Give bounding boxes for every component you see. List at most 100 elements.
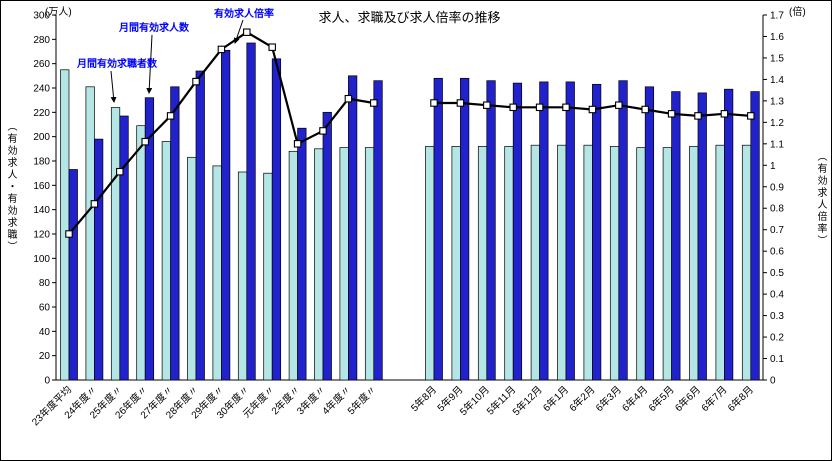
- bar-openings: [221, 49, 231, 381]
- left-axis-unit: (万人): [45, 7, 72, 18]
- right-tick-label: 1.4: [770, 75, 784, 86]
- bar-openings: [322, 111, 332, 381]
- ratio-marker: [483, 101, 491, 109]
- x-category-label: 5年度〃: [345, 383, 379, 417]
- ratio-marker: [456, 99, 465, 107]
- ratio-marker: [562, 103, 570, 112]
- bar-seekers: [288, 150, 298, 381]
- annotation-label: 月間有効求人数: [118, 21, 190, 34]
- bar-seekers: [60, 69, 70, 381]
- bar-openings: [724, 88, 734, 381]
- left-tick-label: 80: [39, 278, 51, 289]
- bar-seekers: [314, 148, 324, 381]
- bar-openings: [348, 75, 358, 381]
- ratio-marker: [243, 28, 251, 36]
- bar-openings: [94, 138, 104, 381]
- bar-seekers: [161, 141, 171, 381]
- left-tick-label: 20: [39, 351, 51, 362]
- bar-seekers: [636, 147, 646, 381]
- bar-seekers: [187, 156, 197, 381]
- bar-seekers: [85, 86, 95, 381]
- annotation-label: 有効求人倍率: [214, 7, 274, 20]
- right-tick-label: 0.1: [770, 354, 784, 365]
- bar-openings: [373, 80, 383, 381]
- ratio-marker: [641, 105, 649, 114]
- x-category-label: 6年5月: [646, 383, 677, 414]
- bar-openings: [246, 42, 256, 381]
- ratio-marker: [370, 99, 378, 107]
- ratio-marker: [615, 101, 623, 109]
- bar-seekers: [110, 107, 121, 381]
- left-tick-label: 240: [33, 84, 50, 95]
- left-tick-label: 40: [39, 327, 51, 338]
- left-axis-label: （有効求人・有効求職）: [5, 121, 16, 253]
- left-tick-label: 200: [33, 132, 50, 143]
- bar-openings: [460, 77, 470, 381]
- ratio-marker: [141, 137, 149, 146]
- right-tick-label: 0.3: [770, 311, 784, 322]
- right-axis-label: （有効求人倍率）: [815, 151, 826, 247]
- right-tick-label: 0: [770, 376, 776, 387]
- bar-seekers: [741, 144, 752, 381]
- right-tick-label: 0.5: [770, 268, 784, 279]
- bar-openings: [297, 127, 307, 381]
- bar-seekers: [662, 147, 672, 381]
- right-tick-label: 0.9: [770, 182, 784, 193]
- right-tick-label: 0.4: [770, 290, 784, 301]
- ratio-marker: [720, 110, 729, 118]
- right-tick-label: 1.2: [770, 118, 784, 129]
- x-category-label: 23年度平均: [29, 383, 74, 428]
- ratio-marker: [694, 112, 702, 120]
- bar-openings: [512, 82, 523, 381]
- bar-openings: [671, 91, 681, 381]
- bar-seekers: [530, 144, 540, 381]
- bar-openings: [750, 91, 760, 381]
- bar-seekers: [609, 146, 620, 381]
- ratio-marker: [166, 112, 175, 120]
- annotation-leader: [146, 34, 153, 94]
- left-tick-label: 120: [33, 230, 50, 241]
- x-category-label: 5年12月: [510, 383, 545, 418]
- right-axis-unit: (倍): [789, 7, 806, 18]
- ratio-marker: [747, 112, 755, 120]
- bar-openings: [119, 115, 129, 381]
- bar-seekers: [689, 146, 699, 381]
- left-tick-label: 300: [33, 11, 50, 22]
- right-tick-label: 1: [770, 161, 776, 172]
- bar-seekers: [212, 165, 222, 381]
- bar-seekers: [339, 147, 349, 381]
- bar-openings: [644, 86, 655, 381]
- right-tick-label: 0.8: [770, 204, 784, 215]
- bar-openings: [271, 58, 282, 381]
- bar-seekers: [263, 172, 273, 381]
- bar-openings: [68, 169, 78, 381]
- left-tick-label: 220: [33, 108, 50, 119]
- ratio-marker: [268, 43, 276, 51]
- ratio-marker: [90, 200, 99, 208]
- right-tick-label: 0.6: [770, 247, 784, 258]
- left-tick-label: 100: [33, 254, 50, 265]
- bar-seekers: [425, 146, 435, 381]
- left-tick-label: 260: [33, 59, 50, 70]
- right-tick-label: 1.6: [770, 32, 784, 43]
- left-tick-label: 0: [44, 376, 50, 387]
- left-tick-label: 180: [33, 157, 50, 168]
- bar-openings: [170, 86, 180, 381]
- x-category-label: 6年7月: [698, 383, 729, 414]
- right-tick-label: 1.3: [770, 96, 784, 107]
- left-tick-label: 140: [33, 205, 50, 216]
- x-category-label: 6年2月: [566, 383, 597, 414]
- bar-seekers: [477, 146, 488, 381]
- x-category-label: 6年6月: [672, 383, 703, 414]
- bar-openings: [433, 77, 443, 381]
- left-tick-label: 160: [33, 181, 50, 192]
- ratio-marker: [319, 127, 327, 135]
- bar-openings: [697, 92, 707, 381]
- right-tick-label: 1.1: [770, 139, 784, 150]
- bar-openings: [144, 97, 155, 381]
- bar-openings: [592, 83, 602, 381]
- bar-seekers: [136, 125, 146, 381]
- annotation-label: 月間有効求職者数: [76, 57, 158, 70]
